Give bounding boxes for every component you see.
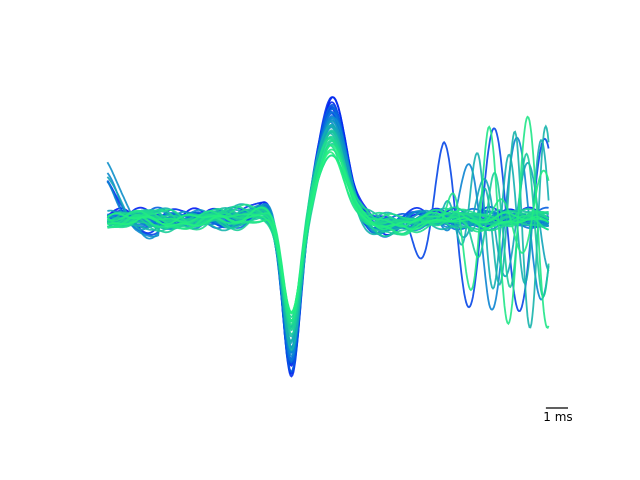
waveform-trace: [107, 120, 549, 349]
waveform-trace: [106, 126, 550, 349]
waveform-trace: [107, 132, 550, 338]
waveform-trace: [107, 119, 549, 355]
waveform-trace: [107, 143, 550, 336]
waveform-trace: [106, 112, 550, 361]
waveform-trace: [106, 139, 549, 323]
waveform-trace: [106, 136, 549, 330]
waveform-trace: [106, 140, 550, 332]
waveform-trace: [106, 144, 549, 313]
waveform-trace: [107, 124, 550, 352]
waveform-trace: [107, 151, 550, 314]
waveform-trace: [107, 115, 550, 330]
scale-bar: 1 ms: [543, 407, 573, 424]
scale-bar-label: 1 ms: [543, 410, 572, 424]
waveform-trace: [107, 144, 550, 323]
waveform-traces: [106, 96, 550, 378]
